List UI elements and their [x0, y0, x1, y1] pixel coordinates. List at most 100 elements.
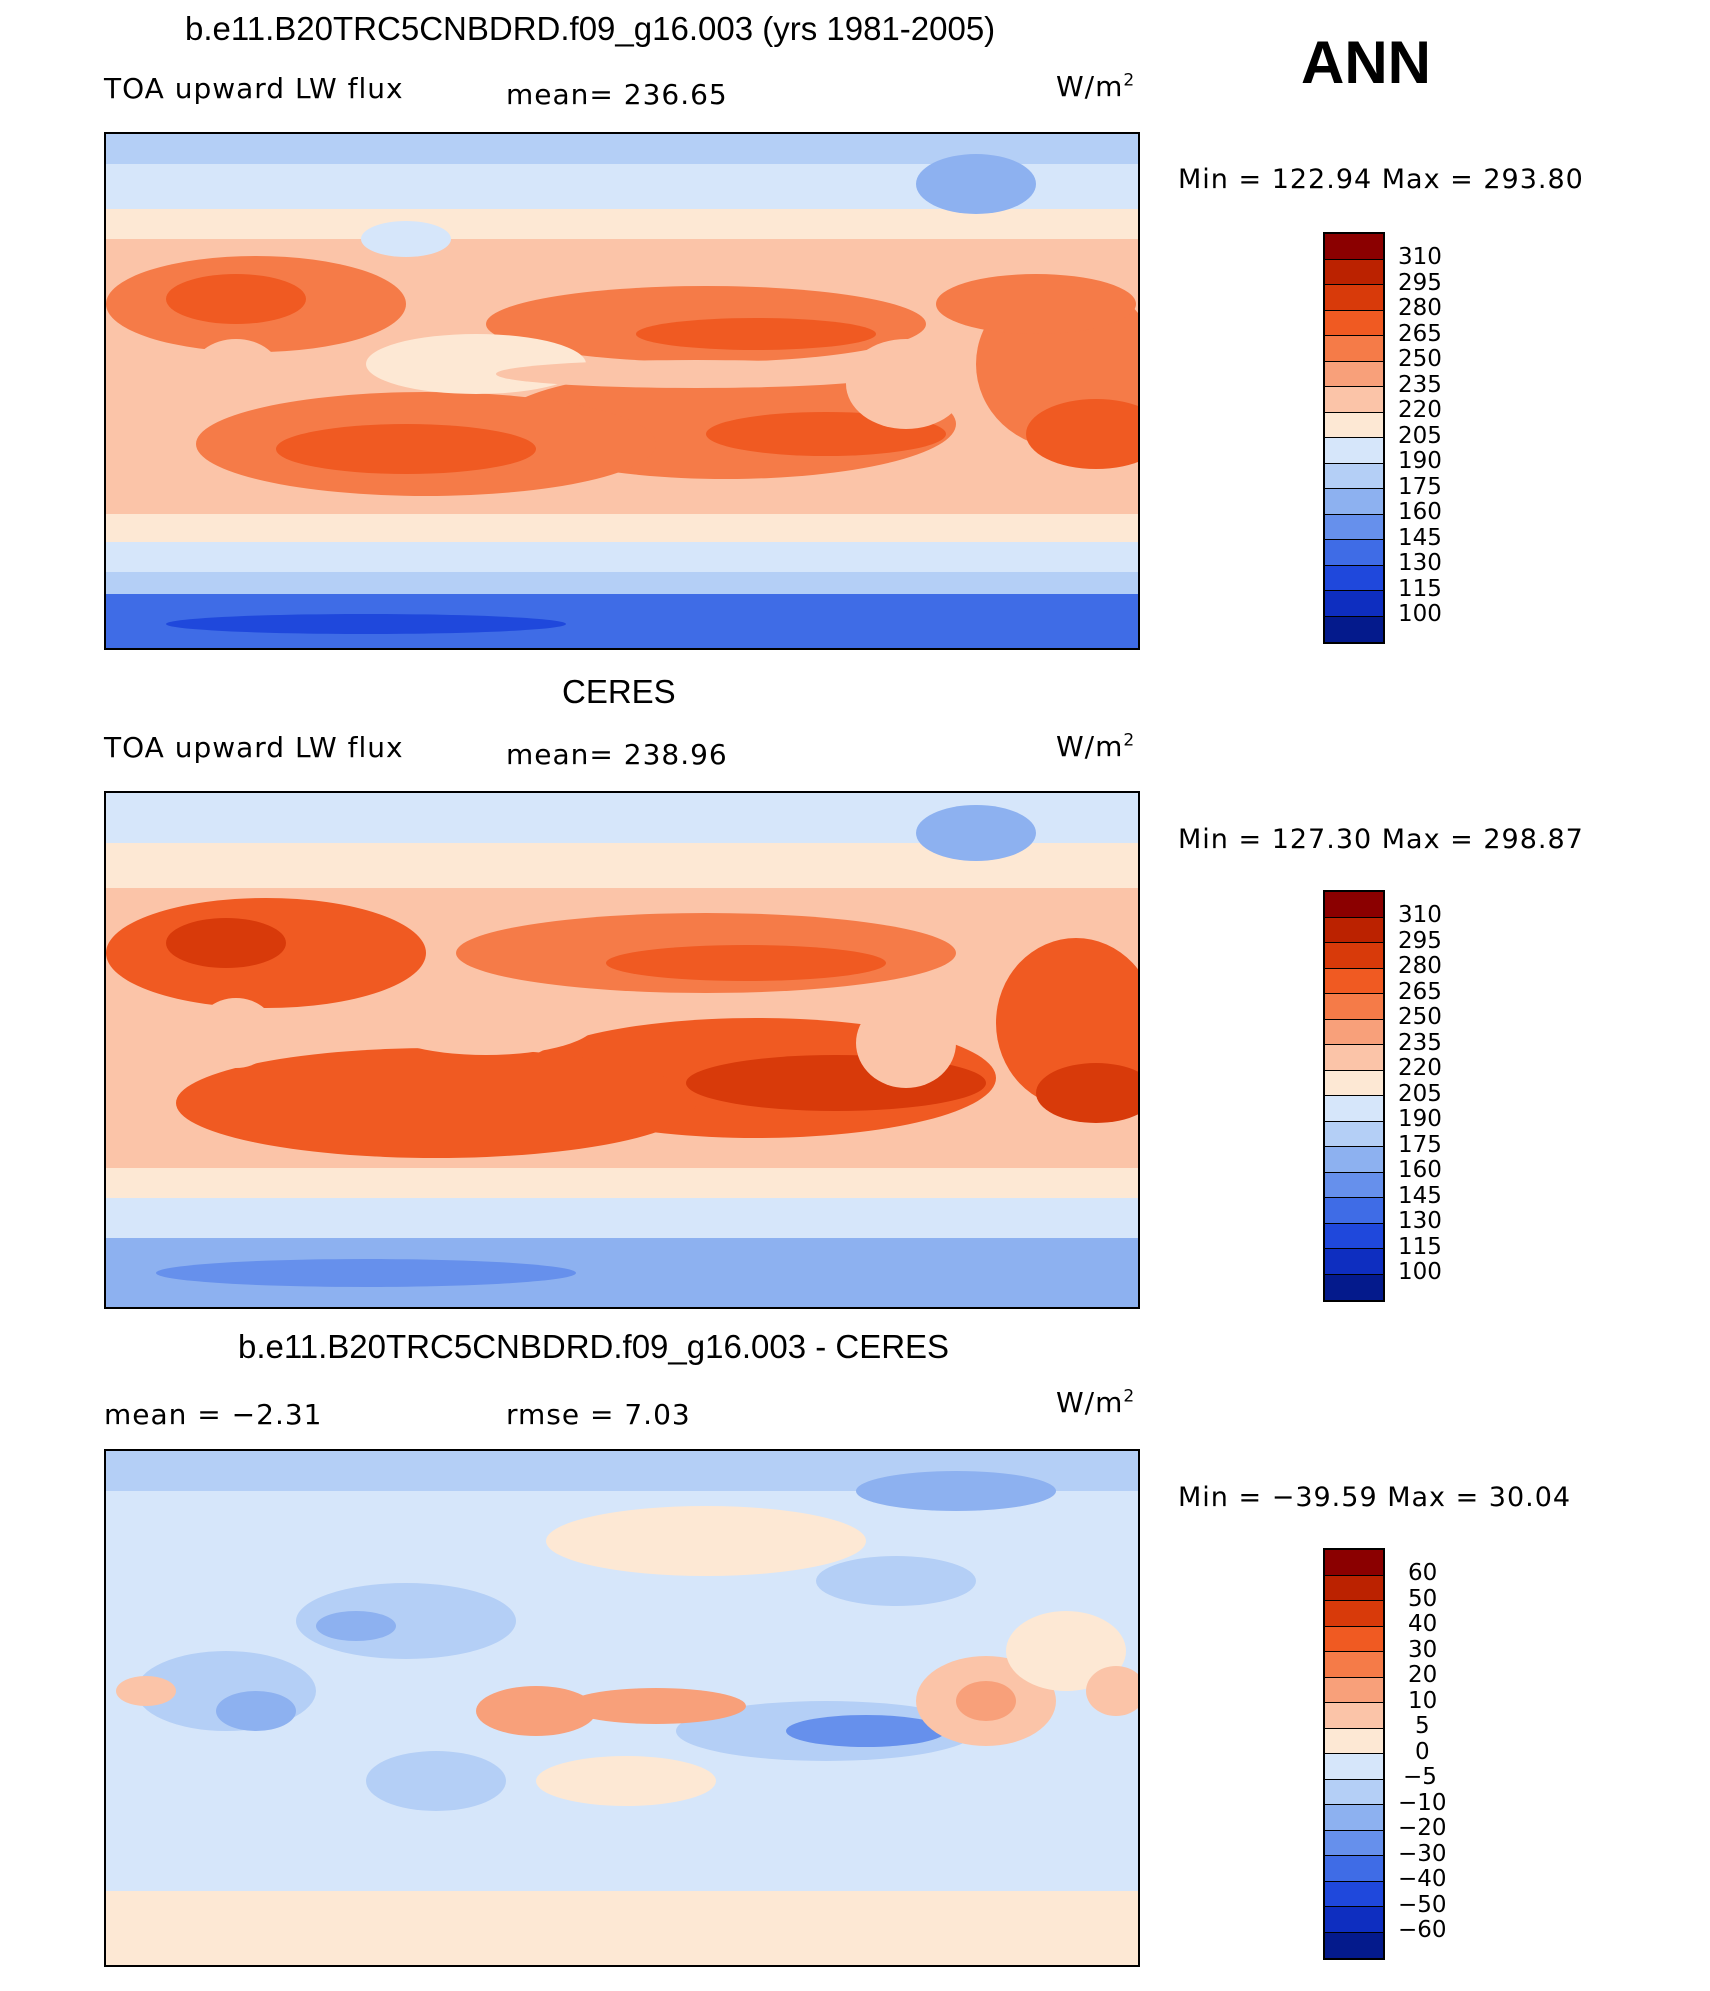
- colorbar-tick-label: 235: [1398, 1029, 1442, 1056]
- colorbar-tick-label: −50: [1398, 1891, 1447, 1918]
- colorbar-tick-label: 205: [1398, 422, 1442, 449]
- colorbar-swatch: [1325, 1601, 1383, 1627]
- panel-2-mean-label: mean= 238.96: [506, 738, 728, 771]
- colorbar-tick-label: 295: [1398, 269, 1442, 296]
- colorbar-swatch: [1325, 438, 1383, 464]
- colorbar-tick-label: 60: [1408, 1560, 1438, 1586]
- colorbar-tick-label: 295: [1398, 927, 1442, 954]
- colorbar-swatch: [1325, 489, 1383, 515]
- colorbar-swatch: [1325, 994, 1383, 1020]
- colorbar-swatch: [1325, 1830, 1383, 1856]
- colorbar-tick-label: 130: [1398, 550, 1442, 576]
- colorbar-swatch: [1325, 1652, 1383, 1678]
- panel-3-rmse-label: rmse = 7.03: [506, 1398, 691, 1431]
- colorbar-swatch: [1325, 1045, 1383, 1071]
- panel-3-mean-label: mean = −2.31: [104, 1398, 323, 1431]
- colorbar-swatch: [1325, 1249, 1383, 1275]
- colorbar-tick-label: 145: [1398, 524, 1442, 551]
- panel-3-min-max: Min = −39.59 Max = 30.04: [1178, 1482, 1572, 1513]
- colorbar-tick-label: −40: [1398, 1866, 1447, 1892]
- colorbar-tick-label: 265: [1398, 978, 1442, 1005]
- colorbar-tick-label: 175: [1398, 473, 1442, 500]
- colorbar-tick-label: 205: [1398, 1080, 1442, 1107]
- colorbar-tick-label: 30: [1408, 1636, 1438, 1663]
- colorbar-swatch: [1325, 1172, 1383, 1198]
- panel-1-variable-label: TOA upward LW flux: [104, 72, 404, 105]
- colorbar-swatch: [1325, 412, 1383, 438]
- colorbar-swatch: [1325, 234, 1383, 260]
- colorbar-tick-label: 220: [1398, 397, 1442, 423]
- colorbar-tick-label: 50: [1408, 1585, 1438, 1612]
- colorbar-tick-label: 160: [1398, 499, 1442, 525]
- colorbar-swatch: [1325, 591, 1383, 617]
- colorbar-swatch: [1325, 1703, 1383, 1729]
- colorbar-tick-label: 10: [1408, 1687, 1438, 1714]
- panel-1-title: b.e11.B20TRC5CNBDRD.f09_g16.003 (yrs 198…: [185, 10, 996, 47]
- colorbar-swatch: [1325, 387, 1383, 413]
- colorbar-swatch: [1325, 540, 1383, 566]
- colorbar-tick-label: 100: [1398, 1259, 1442, 1285]
- colorbar-swatch: [1325, 565, 1383, 591]
- colorbar-swatch: [1325, 1223, 1383, 1249]
- colorbar-tick-label: −5: [1403, 1764, 1437, 1790]
- colorbar-tick-label: 280: [1398, 953, 1442, 979]
- colorbar-swatch: [1325, 1677, 1383, 1703]
- colorbar-swatch: [1325, 336, 1383, 362]
- colorbar-swatch: [1325, 1019, 1383, 1045]
- panel-2-units: W/m2: [1056, 730, 1136, 763]
- colorbar-tick-label: 265: [1398, 320, 1442, 347]
- panel-1-units: W/m2: [1056, 70, 1136, 103]
- colorbar-tick-label: 280: [1398, 295, 1442, 321]
- colorbar-swatch: [1325, 616, 1383, 642]
- panel-3-colorbar: [1323, 1548, 1385, 1960]
- colorbar-tick-label: 235: [1398, 371, 1442, 398]
- colorbar-swatch: [1325, 1070, 1383, 1096]
- panel-2-min-max: Min = 127.30 Max = 298.87: [1178, 824, 1584, 855]
- colorbar-swatch: [1325, 1575, 1383, 1601]
- colorbar-swatch: [1325, 943, 1383, 969]
- colorbar-swatch: [1325, 361, 1383, 387]
- colorbar-swatch: [1325, 310, 1383, 336]
- colorbar-swatch: [1325, 1881, 1383, 1907]
- colorbar-tick-label: 100: [1398, 601, 1442, 627]
- colorbar-swatch: [1325, 1779, 1383, 1805]
- colorbar-swatch: [1325, 1198, 1383, 1224]
- colorbar-tick-label: 310: [1398, 244, 1442, 270]
- colorbar-swatch: [1325, 1096, 1383, 1122]
- colorbar-swatch: [1325, 463, 1383, 489]
- colorbar-tick-label: 130: [1398, 1208, 1442, 1234]
- colorbar-tick-label: 20: [1408, 1662, 1438, 1688]
- panel-2-colorbar: [1323, 890, 1385, 1302]
- panel-1-map: [104, 132, 1140, 650]
- colorbar-tick-label: 190: [1398, 1106, 1442, 1132]
- colorbar-swatch: [1325, 1805, 1383, 1831]
- panel-3-units: W/m2: [1056, 1386, 1136, 1419]
- colorbar-swatch: [1325, 968, 1383, 994]
- colorbar-swatch: [1325, 1626, 1383, 1652]
- colorbar-swatch: [1325, 892, 1383, 918]
- colorbar-tick-label: 160: [1398, 1157, 1442, 1183]
- colorbar-swatch: [1325, 285, 1383, 311]
- colorbar-tick-label: 145: [1398, 1182, 1442, 1209]
- colorbar-tick-label: 220: [1398, 1055, 1442, 1081]
- colorbar-tick-label: −30: [1398, 1840, 1447, 1867]
- colorbar-tick-label: 0: [1415, 1738, 1430, 1765]
- colorbar-tick-label: 40: [1408, 1611, 1438, 1637]
- colorbar-tick-label: 310: [1398, 902, 1442, 928]
- colorbar-tick-label: 190: [1398, 448, 1442, 474]
- colorbar-tick-label: −10: [1398, 1789, 1447, 1816]
- colorbar-tick-label: 5: [1415, 1713, 1430, 1739]
- colorbar-swatch: [1325, 1932, 1383, 1958]
- colorbar-swatch: [1325, 1274, 1383, 1300]
- colorbar-swatch: [1325, 1754, 1383, 1780]
- colorbar-swatch: [1325, 1147, 1383, 1173]
- panel-2-variable-label: TOA upward LW flux: [104, 731, 404, 764]
- panel-1-min-max: Min = 122.94 Max = 293.80: [1178, 164, 1584, 195]
- colorbar-tick-label: 175: [1398, 1131, 1442, 1158]
- colorbar-swatch: [1325, 1550, 1383, 1576]
- colorbar-tick-label: 250: [1398, 1004, 1442, 1030]
- colorbar-swatch: [1325, 259, 1383, 285]
- colorbar-tick-label: 115: [1398, 1233, 1442, 1260]
- panel-2-map: [104, 791, 1140, 1309]
- colorbar-swatch: [1325, 917, 1383, 943]
